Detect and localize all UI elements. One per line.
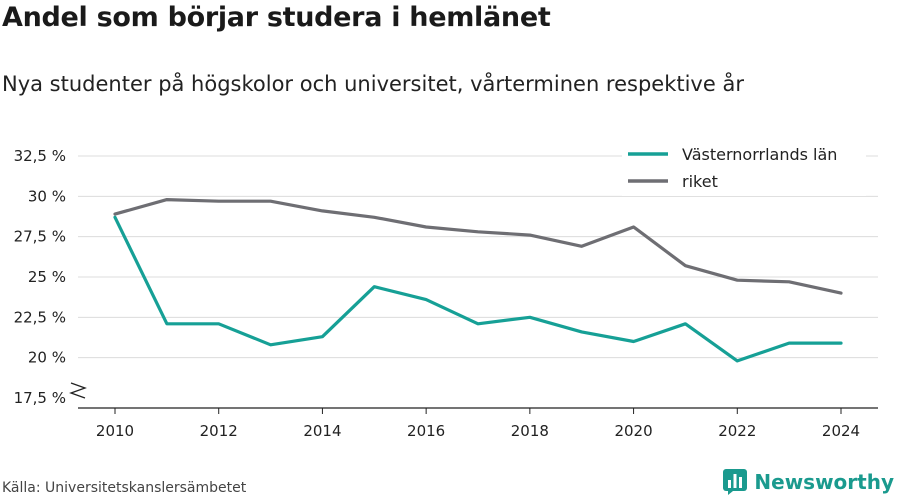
chart-subtitle: Nya studenter på högskolor och universit… xyxy=(2,72,744,96)
x-tick-label: 2020 xyxy=(614,422,652,440)
axes: 17,5 % 20 % 22,5 % 25 % 27,5 % 30 % 32,5 % 2010… xyxy=(14,147,878,440)
x-tick-label: 2016 xyxy=(407,422,445,440)
y-tick-label: 17,5 % xyxy=(14,389,66,407)
legend-background xyxy=(622,140,866,196)
x-tick-label: 2024 xyxy=(822,422,860,440)
y-tick-label: 22,5 % xyxy=(14,308,66,326)
y-tick-label: 30 % xyxy=(28,187,66,205)
y-tick-label: 25 % xyxy=(28,268,66,286)
source-note: Källa: Universitetskanslersämbetet xyxy=(2,480,247,496)
line-chart: 17,5 % 20 % 22,5 % 25 % 27,5 % 30 % 32,5 % 2010… xyxy=(14,140,878,440)
x-tick-label: 2022 xyxy=(718,422,756,440)
x-tick-label: 2018 xyxy=(511,422,549,440)
series-line-0 xyxy=(113,215,843,363)
x-tick-label: 2014 xyxy=(303,422,341,440)
series-lines xyxy=(113,197,843,363)
y-tick-label: 32,5 % xyxy=(14,147,66,165)
legend: Västernorrlands län riket xyxy=(622,140,866,196)
legend-label: Västernorrlands län xyxy=(682,145,837,164)
x-tick-label: 2010 xyxy=(96,422,134,440)
brand-logo: Newsworthy xyxy=(722,468,894,496)
newsworthy-logo-icon xyxy=(723,469,748,495)
series-line-1 xyxy=(113,197,843,295)
brand-name: Newsworthy xyxy=(754,470,894,494)
x-tick-label: 2012 xyxy=(200,422,238,440)
axis-break-icon xyxy=(69,382,87,399)
y-tick-label: 27,5 % xyxy=(14,228,66,246)
chart-title: Andel som börjar studera i hemlänet xyxy=(2,2,551,33)
legend-label: riket xyxy=(682,172,718,191)
y-tick-label: 20 % xyxy=(28,349,66,367)
